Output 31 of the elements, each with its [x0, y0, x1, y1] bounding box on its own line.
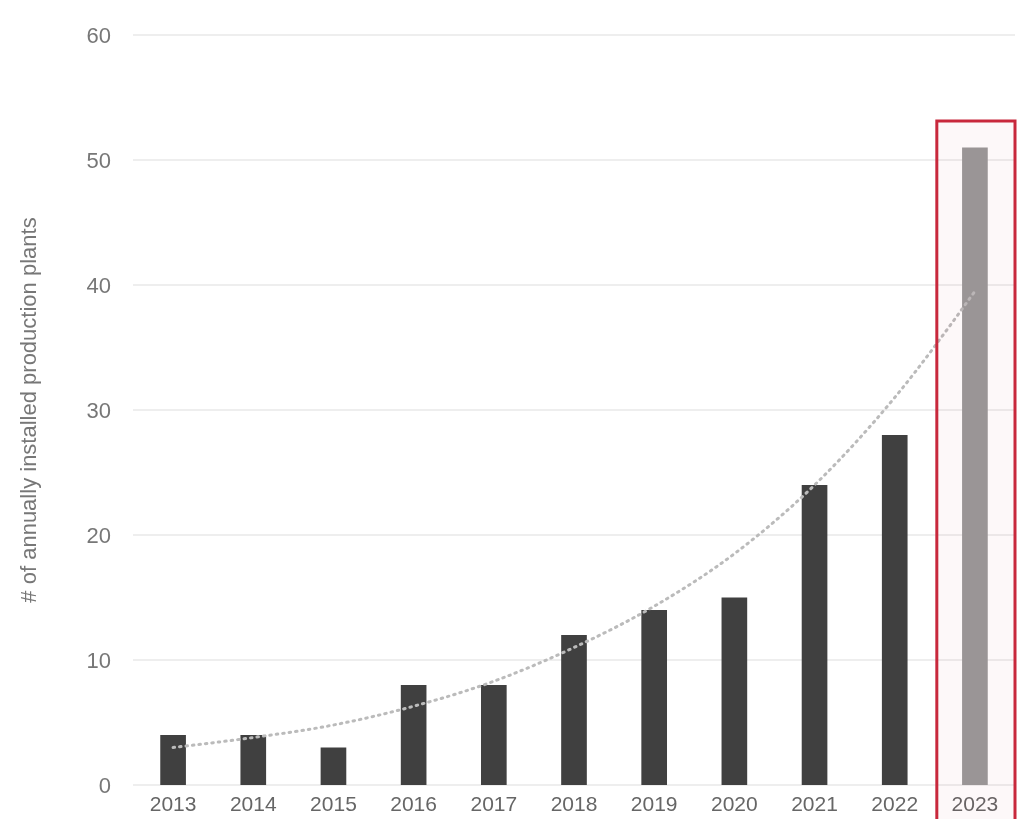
- x-tick-label: 2014: [229, 792, 277, 815]
- bar: [400, 685, 427, 785]
- x-tick-label: 2017: [470, 792, 518, 815]
- bar: [801, 485, 828, 785]
- x-tick-label: 2020: [711, 792, 758, 815]
- y-tick-label: 30: [86, 397, 111, 423]
- y-tick-label: 60: [86, 22, 111, 48]
- bar: [881, 435, 908, 785]
- bar: [240, 735, 267, 785]
- bar: [320, 747, 347, 785]
- x-tick-label: 2021: [791, 792, 838, 815]
- bar: [480, 685, 507, 785]
- bar: [160, 735, 186, 785]
- y-tick-label: 40: [86, 272, 111, 298]
- y-tick-label: 50: [86, 147, 111, 173]
- x-tick-label: 2013: [149, 792, 197, 815]
- x-tick-label: 2018: [550, 792, 598, 815]
- x-tick-label: 2019: [630, 792, 678, 815]
- y-tick-label: 0: [98, 772, 111, 798]
- x-tick-label: 2023: [951, 792, 999, 815]
- line-series: [171, 289, 977, 749]
- bar: [561, 635, 587, 785]
- y-tick-label: 20: [86, 522, 111, 548]
- y-axis-title: # of annually installed production plants: [16, 217, 41, 603]
- x-tick-label: 2022: [871, 792, 919, 815]
- bar: [641, 610, 668, 785]
- x-tick-label: 2016: [390, 792, 437, 815]
- y-tick-label: 10: [86, 647, 111, 673]
- bar: [962, 147, 988, 785]
- x-tick-label: 2015: [310, 792, 357, 815]
- bar: [721, 597, 748, 785]
